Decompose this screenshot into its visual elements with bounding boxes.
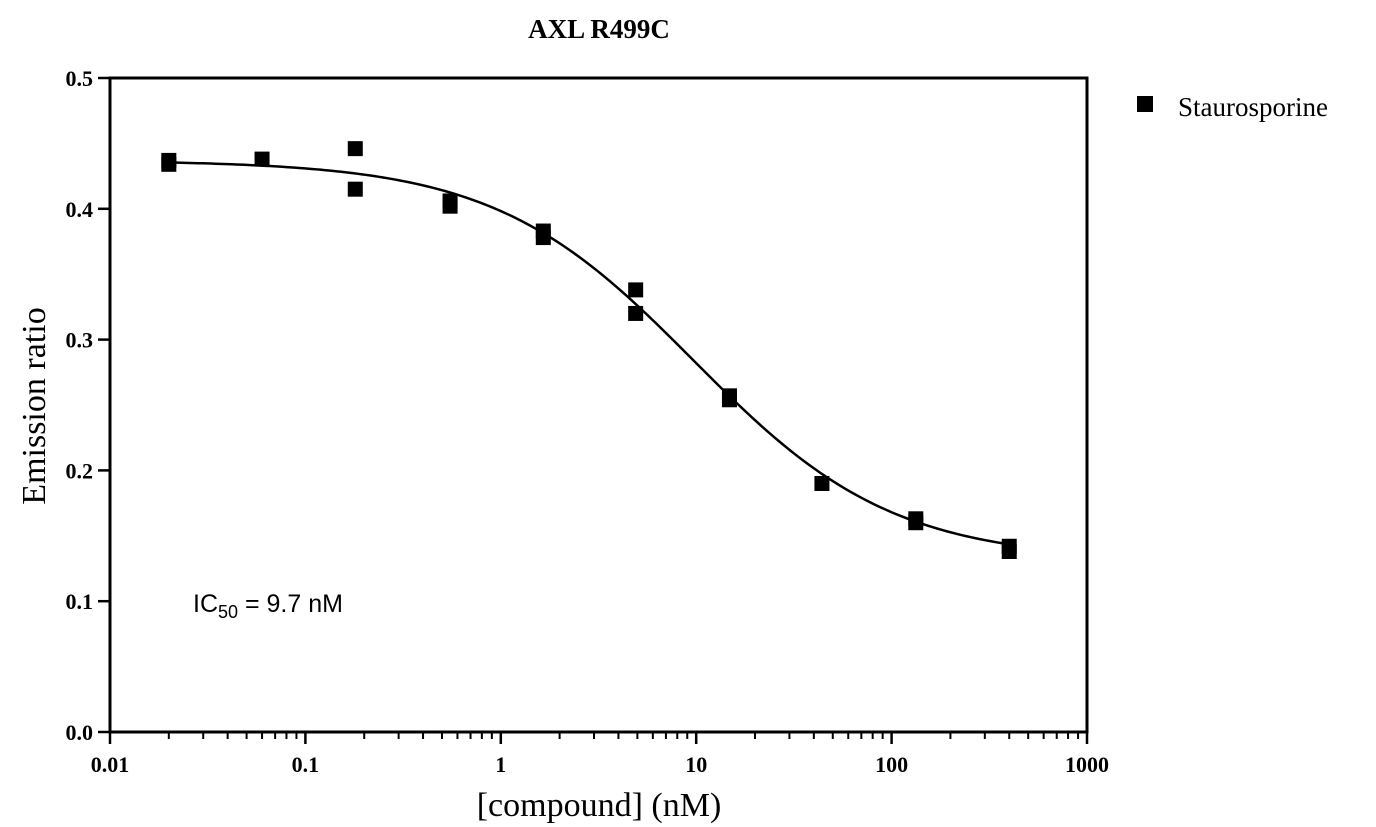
y-tick-label: 0.3	[66, 328, 94, 353]
x-axis: 0.01 0.1 1 10 100 1000	[91, 732, 1109, 777]
fit-curve-line	[168, 161, 1010, 546]
legend-label-staurosporine: Staurosporine	[1178, 92, 1328, 122]
plot-frame	[108, 76, 1089, 734]
ic50-annotation-sub: 50	[218, 602, 238, 622]
x-axis-label: [compound] (nM)	[477, 787, 722, 824]
data-points	[161, 141, 1017, 559]
x-tick-label: 1	[495, 752, 506, 777]
plot-border	[108, 76, 1089, 734]
data-point	[254, 151, 270, 167]
x-tick-label: 0.1	[292, 752, 320, 777]
ic50-annotation-rest: = 9.7 nM	[238, 590, 343, 618]
y-axis-label: Emission ratio	[16, 307, 53, 504]
legend: Staurosporine	[1137, 92, 1328, 122]
data-point	[347, 141, 363, 157]
data-point	[814, 475, 830, 491]
data-point	[1001, 543, 1017, 559]
data-point	[721, 392, 737, 408]
y-tick-label: 0.4	[66, 197, 94, 222]
y-tick-label: 0.5	[66, 66, 94, 91]
y-tick-label: 0.2	[66, 458, 94, 483]
fit-curve	[168, 161, 1010, 546]
data-point	[628, 305, 644, 321]
legend-marker-staurosporine	[1137, 96, 1153, 112]
x-tick-label: 100	[875, 752, 908, 777]
ic50-annotation-main: IC	[193, 590, 218, 618]
y-tick-label: 0.1	[66, 589, 94, 614]
y-axis: 0.0 0.1 0.2 0.3 0.4 0.5	[66, 66, 110, 745]
data-point	[628, 282, 644, 298]
data-point	[442, 198, 458, 214]
ic50-annotation: IC50 = 9.7 nM	[193, 590, 343, 622]
x-tick-label: 1000	[1065, 752, 1109, 777]
data-point	[347, 181, 363, 197]
y-tick-label: 0.0	[66, 720, 94, 745]
data-point	[908, 515, 924, 531]
x-tick-label: 10	[685, 752, 707, 777]
x-tick-label: 0.01	[91, 752, 130, 777]
data-point	[161, 156, 177, 172]
chart-title: AXL R499C	[528, 14, 670, 44]
data-point	[535, 230, 551, 246]
